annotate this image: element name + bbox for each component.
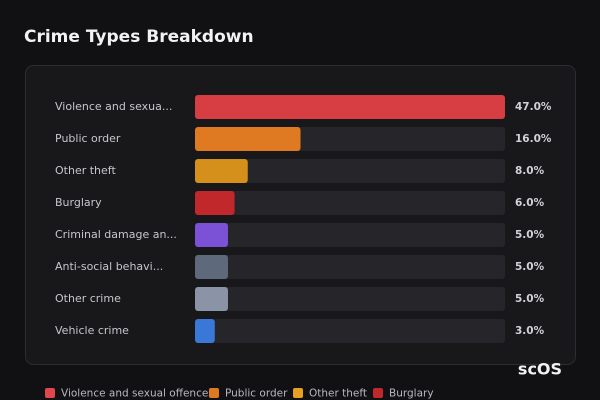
bar bbox=[195, 223, 228, 247]
chart-title: Crime Types Breakdown bbox=[24, 27, 254, 47]
value-label: 5.0% bbox=[515, 229, 545, 241]
bar bbox=[195, 159, 248, 183]
bar-track bbox=[195, 287, 505, 311]
bar-track bbox=[195, 223, 505, 247]
legend-label: Other theft bbox=[309, 388, 367, 400]
legend-label: Burglary bbox=[389, 388, 434, 400]
value-label: 16.0% bbox=[515, 133, 552, 145]
bar bbox=[195, 255, 228, 279]
category-label: Public order bbox=[55, 132, 121, 145]
bar bbox=[195, 95, 505, 119]
value-label: 47.0% bbox=[515, 101, 552, 113]
bar-track bbox=[195, 319, 505, 343]
category-label: Other crime bbox=[55, 292, 121, 305]
bar bbox=[195, 191, 235, 215]
legend-swatch bbox=[293, 388, 303, 398]
category-label: Violence and sexua... bbox=[55, 100, 172, 113]
bar-track bbox=[195, 159, 505, 183]
legend-swatch bbox=[209, 388, 219, 398]
category-label: Other theft bbox=[55, 164, 116, 177]
category-label: Burglary bbox=[55, 196, 102, 209]
watermark: scOS bbox=[518, 360, 562, 379]
legend-swatch bbox=[45, 388, 55, 398]
legend-label: Violence and sexual offences bbox=[61, 388, 214, 400]
bar bbox=[195, 287, 228, 311]
value-label: 3.0% bbox=[515, 325, 545, 337]
value-label: 8.0% bbox=[515, 165, 545, 177]
value-label: 5.0% bbox=[515, 261, 545, 273]
bar-track bbox=[195, 255, 505, 279]
value-label: 6.0% bbox=[515, 197, 545, 209]
legend-swatch bbox=[373, 388, 383, 398]
legend-label: Public order bbox=[225, 388, 288, 400]
category-label: Criminal damage an... bbox=[55, 228, 177, 241]
category-label: Anti-social behavi... bbox=[55, 260, 163, 273]
category-label: Vehicle crime bbox=[55, 324, 129, 337]
value-label: 5.0% bbox=[515, 293, 545, 305]
bar-track bbox=[195, 191, 505, 215]
bar bbox=[195, 319, 215, 343]
bar bbox=[195, 127, 301, 151]
